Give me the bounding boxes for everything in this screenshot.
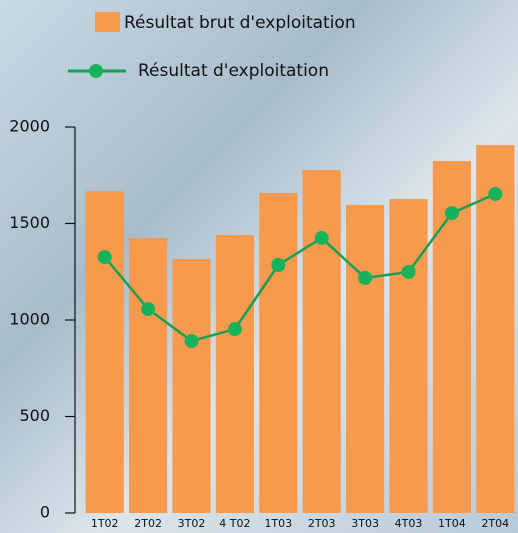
x-tick-label: 3T03 [351,517,379,530]
x-tick-label: 2T02 [134,517,162,530]
y-tick-label: 1500 [9,213,50,232]
y-tick-label: 0 [40,503,50,522]
line-marker [228,322,242,336]
legend-marker [89,64,103,78]
bar [129,238,167,513]
bar [389,199,427,513]
y-tick-label: 2000 [9,117,50,136]
line-marker [358,271,372,285]
x-tick-label: 1T03 [264,517,292,530]
line-marker [141,302,155,316]
bar [216,235,254,513]
bar [259,193,297,513]
line-marker [185,334,199,348]
legend-label: Résultat brut d'exploitation [124,13,356,33]
legend-swatch [95,12,120,32]
chart: Résultat brut d'exploitation Résultat d'… [0,0,518,533]
line-marker [445,206,459,220]
bar [303,170,341,513]
line-marker [98,250,112,264]
x-tick-label: 1T02 [91,517,119,530]
page: Résultat brut d'exploitation Résultat d'… [0,0,518,533]
y-tick-label: 500 [19,406,50,425]
y-tick-label: 1000 [9,310,50,329]
x-tick-label: 2T04 [481,517,509,530]
bar [172,259,210,513]
bar [86,191,124,513]
line-marker [271,258,285,272]
x-tick-label: 2T03 [308,517,336,530]
x-tick-label: 4 T02 [219,517,250,530]
line-marker [488,187,502,201]
legend-label: Résultat d'exploitation [138,61,329,81]
bar [346,205,384,513]
line-marker [315,231,329,245]
line-marker [402,265,416,279]
x-tick-label: 1T04 [438,517,466,530]
x-tick-label: 3T02 [178,517,206,530]
x-tick-label: 4T03 [395,517,423,530]
